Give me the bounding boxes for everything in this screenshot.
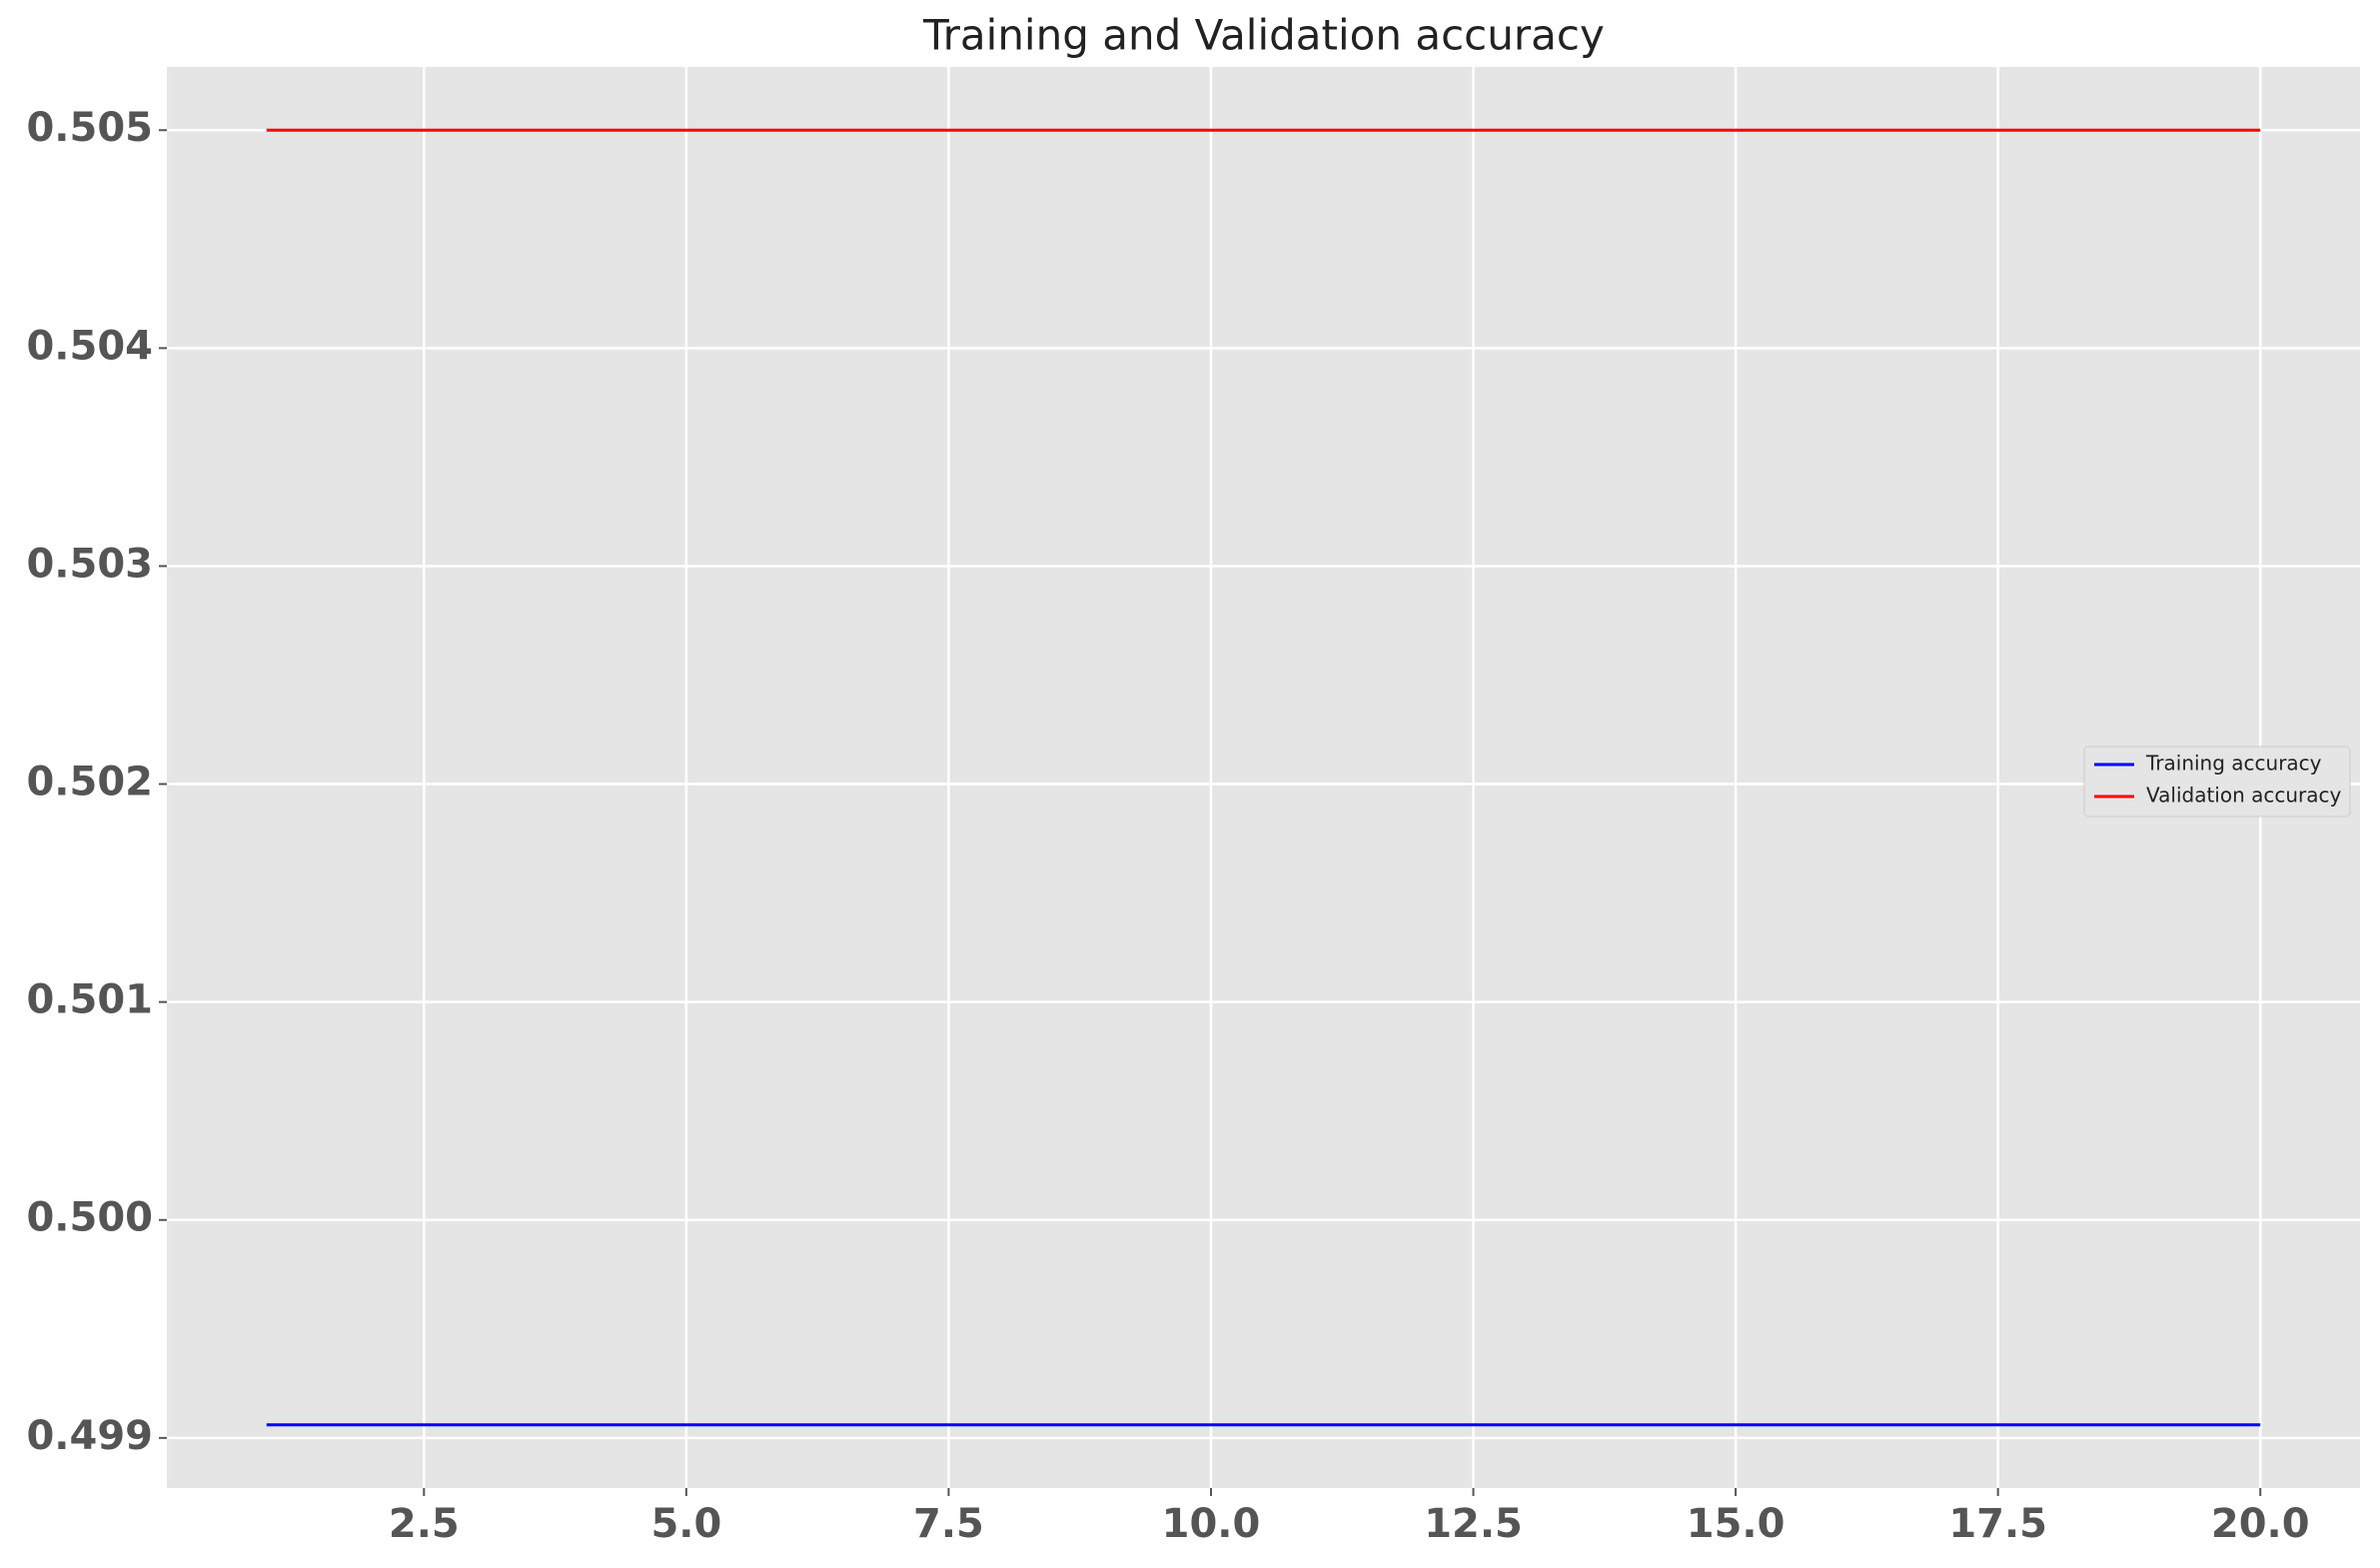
x-tick-label: 5.0 (650, 1501, 721, 1547)
x-tick-label: 17.5 (1948, 1501, 2047, 1547)
chart-title: Training and Validation accuracy (922, 11, 1605, 60)
y-tick-label: 0.503 (26, 541, 153, 587)
plot-area (167, 67, 2360, 1488)
x-tick-label: 7.5 (913, 1501, 984, 1547)
y-tick-label: 0.505 (26, 105, 153, 151)
legend-label: Validation accuracy (2146, 784, 2342, 807)
y-tick-label: 0.501 (26, 977, 153, 1023)
legend-label: Training accuracy (2145, 752, 2322, 776)
legend-box (2083, 746, 2351, 817)
y-tick-label: 0.499 (26, 1413, 153, 1459)
x-tick-label: 15.0 (1687, 1501, 1785, 1547)
x-tick-label: 12.5 (1424, 1501, 1523, 1547)
x-tick-label: 2.5 (389, 1501, 460, 1547)
y-tick-label: 0.502 (26, 760, 153, 805)
y-tick-label: 0.500 (26, 1195, 153, 1241)
y-tick-label: 0.504 (26, 323, 153, 369)
x-tick-label: 10.0 (1162, 1501, 1261, 1547)
x-tick-label: 20.0 (2211, 1501, 2310, 1547)
